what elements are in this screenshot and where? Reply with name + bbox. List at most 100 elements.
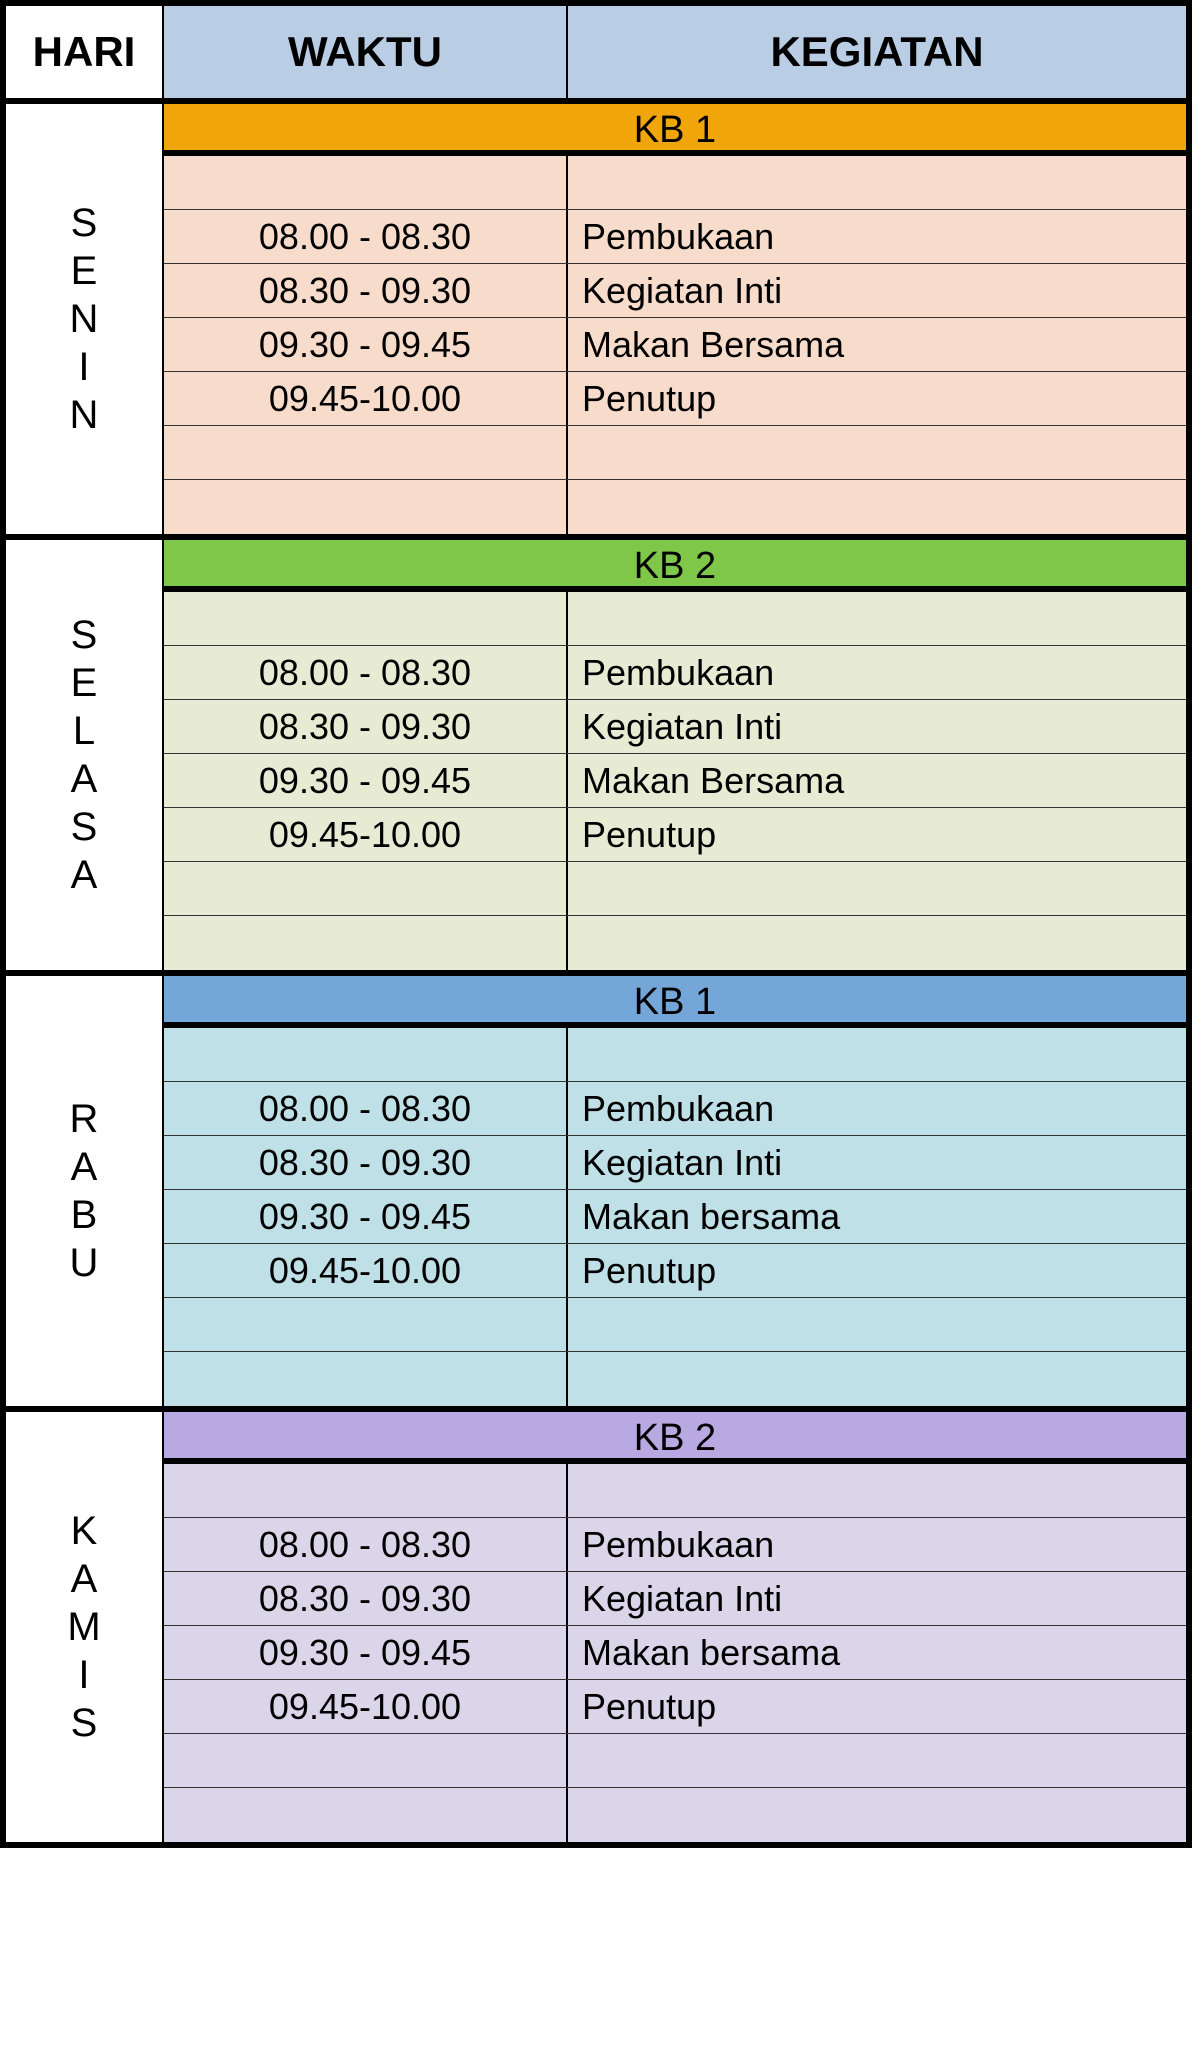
activity-cell xyxy=(568,1464,1186,1517)
schedule-rows: 08.00 - 08.30Pembukaan08.30 - 09.30Kegia… xyxy=(164,592,1186,970)
schedule-rows: 08.00 - 08.30Pembukaan08.30 - 09.30Kegia… xyxy=(164,1028,1186,1406)
activity-cell xyxy=(568,156,1186,209)
table-row xyxy=(164,1464,1186,1518)
time-cell xyxy=(164,426,568,479)
table-row: 08.00 - 08.30Pembukaan xyxy=(164,1518,1186,1572)
time-cell: 08.00 - 08.30 xyxy=(164,646,568,699)
activity-cell xyxy=(568,1028,1186,1081)
activity-cell xyxy=(568,426,1186,479)
activity-cell: Penutup xyxy=(568,808,1186,861)
table-row: 09.30 - 09.45Makan bersama xyxy=(164,1626,1186,1680)
table-row xyxy=(164,592,1186,646)
table-row: 08.00 - 08.30Pembukaan xyxy=(164,210,1186,264)
time-cell: 09.45-10.00 xyxy=(164,1680,568,1733)
time-cell xyxy=(164,156,568,209)
time-cell xyxy=(164,916,568,970)
activity-cell xyxy=(568,480,1186,534)
table-row: 09.45-10.00Penutup xyxy=(164,1680,1186,1734)
table-row: 09.30 - 09.45Makan bersama xyxy=(164,1190,1186,1244)
activity-cell: Pembukaan xyxy=(568,210,1186,263)
kb-bar: KB 1 xyxy=(164,976,1186,1028)
table-row: 08.30 - 09.30Kegiatan Inti xyxy=(164,1136,1186,1190)
activity-cell: Pembukaan xyxy=(568,646,1186,699)
day-block: SELASAKB 208.00 - 08.30Pembukaan08.30 - … xyxy=(6,540,1186,976)
time-cell: 08.30 - 09.30 xyxy=(164,700,568,753)
activity-cell: Makan Bersama xyxy=(568,754,1186,807)
time-cell: 09.45-10.00 xyxy=(164,1244,568,1297)
table-row xyxy=(164,916,1186,970)
header-hari: HARI xyxy=(6,6,164,98)
table-row xyxy=(164,1788,1186,1842)
day-content: KB 208.00 - 08.30Pembukaan08.30 - 09.30K… xyxy=(164,540,1186,970)
time-cell: 09.30 - 09.45 xyxy=(164,1190,568,1243)
table-row xyxy=(164,426,1186,480)
header-waktu: WAKTU xyxy=(164,6,568,98)
time-cell xyxy=(164,1028,568,1081)
time-cell xyxy=(164,480,568,534)
time-cell: 08.30 - 09.30 xyxy=(164,1572,568,1625)
activity-cell: Makan bersama xyxy=(568,1190,1186,1243)
day-label: KAMIS xyxy=(67,1507,100,1747)
day-label-cell: SENIN xyxy=(6,104,164,534)
table-row xyxy=(164,1298,1186,1352)
time-cell: 08.00 - 08.30 xyxy=(164,1082,568,1135)
table-row xyxy=(164,1734,1186,1788)
table-row: 08.30 - 09.30Kegiatan Inti xyxy=(164,264,1186,318)
activity-cell: Makan bersama xyxy=(568,1626,1186,1679)
table-row: 08.00 - 08.30Pembukaan xyxy=(164,646,1186,700)
schedule-rows: 08.00 - 08.30Pembukaan08.30 - 09.30Kegia… xyxy=(164,1464,1186,1842)
day-label-cell: KAMIS xyxy=(6,1412,164,1842)
time-cell: 08.30 - 09.30 xyxy=(164,1136,568,1189)
activity-cell: Pembukaan xyxy=(568,1518,1186,1571)
table-row xyxy=(164,1028,1186,1082)
table-row: 08.30 - 09.30Kegiatan Inti xyxy=(164,700,1186,754)
time-cell xyxy=(164,1788,568,1842)
day-block: SENINKB 108.00 - 08.30Pembukaan08.30 - 0… xyxy=(6,104,1186,540)
table-row: 08.30 - 09.30Kegiatan Inti xyxy=(164,1572,1186,1626)
time-cell: 08.00 - 08.30 xyxy=(164,1518,568,1571)
table-row: 09.30 - 09.45Makan Bersama xyxy=(164,318,1186,372)
time-cell xyxy=(164,1464,568,1517)
activity-cell: Kegiatan Inti xyxy=(568,1136,1186,1189)
table-row xyxy=(164,156,1186,210)
activity-cell: Pembukaan xyxy=(568,1082,1186,1135)
kb-bar: KB 1 xyxy=(164,104,1186,156)
time-cell xyxy=(164,1352,568,1406)
time-cell: 08.30 - 09.30 xyxy=(164,264,568,317)
activity-cell xyxy=(568,862,1186,915)
kb-bar: KB 2 xyxy=(164,1412,1186,1464)
table-row xyxy=(164,480,1186,534)
time-cell: 09.45-10.00 xyxy=(164,372,568,425)
day-label: SELASA xyxy=(71,611,98,899)
day-label: SENIN xyxy=(70,199,99,439)
day-block: RABUKB 108.00 - 08.30Pembukaan08.30 - 09… xyxy=(6,976,1186,1412)
activity-cell: Kegiatan Inti xyxy=(568,1572,1186,1625)
time-cell: 09.30 - 09.45 xyxy=(164,1626,568,1679)
schedule-rows: 08.00 - 08.30Pembukaan08.30 - 09.30Kegia… xyxy=(164,156,1186,534)
table-header: HARI WAKTU KEGIATAN xyxy=(6,6,1186,104)
activity-cell xyxy=(568,1788,1186,1842)
table-row: 09.30 - 09.45Makan Bersama xyxy=(164,754,1186,808)
day-label: RABU xyxy=(70,1095,99,1287)
activity-cell xyxy=(568,592,1186,645)
activity-cell: Penutup xyxy=(568,1244,1186,1297)
activity-cell: Penutup xyxy=(568,1680,1186,1733)
activity-cell: Kegiatan Inti xyxy=(568,264,1186,317)
activity-cell: Kegiatan Inti xyxy=(568,700,1186,753)
time-cell xyxy=(164,1734,568,1787)
time-cell xyxy=(164,862,568,915)
time-cell: 08.00 - 08.30 xyxy=(164,210,568,263)
day-content: KB 108.00 - 08.30Pembukaan08.30 - 09.30K… xyxy=(164,976,1186,1406)
day-label-cell: RABU xyxy=(6,976,164,1406)
header-kegiatan: KEGIATAN xyxy=(568,6,1186,98)
activity-cell xyxy=(568,916,1186,970)
time-cell: 09.45-10.00 xyxy=(164,808,568,861)
activity-cell xyxy=(568,1734,1186,1787)
table-row: 09.45-10.00Penutup xyxy=(164,1244,1186,1298)
table-row xyxy=(164,862,1186,916)
day-content: KB 208.00 - 08.30Pembukaan08.30 - 09.30K… xyxy=(164,1412,1186,1842)
table-row xyxy=(164,1352,1186,1406)
kb-bar: KB 2 xyxy=(164,540,1186,592)
time-cell: 09.30 - 09.45 xyxy=(164,754,568,807)
time-cell xyxy=(164,592,568,645)
